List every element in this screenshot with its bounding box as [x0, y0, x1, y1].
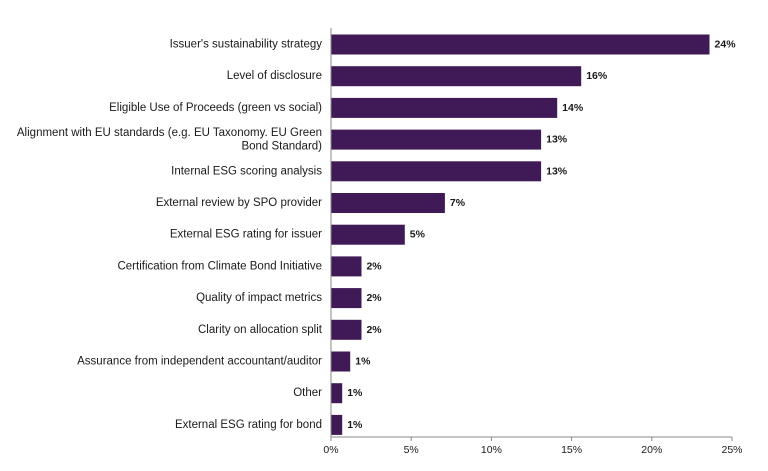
x-tick-label: 20% — [641, 444, 662, 456]
value-label: 14% — [562, 102, 584, 114]
category-label: Other — [293, 387, 322, 399]
category-label: Internal ESG scoring analysis — [171, 165, 322, 177]
value-label: 2% — [366, 292, 382, 304]
category-label: Issuer's sustainability strategy — [170, 39, 323, 51]
x-tick-label: 10% — [481, 444, 502, 456]
bar — [331, 414, 343, 435]
bar — [331, 66, 582, 87]
value-label: 5% — [410, 229, 426, 241]
category-label: Certification from Climate Bond Initiati… — [117, 260, 322, 272]
x-tick-label: 15% — [561, 444, 582, 456]
category-label: Level of disclosure — [227, 70, 322, 82]
bar — [331, 34, 710, 55]
bars-layer: Issuer's sustainability strategy 24% Level… — [17, 34, 737, 435]
value-label: 7% — [450, 197, 466, 209]
category-label: Clarity on allocation split — [198, 324, 323, 336]
category-label: Assurance from independent accountant/au… — [77, 356, 322, 368]
bar — [331, 351, 351, 372]
x-tick-label: 25% — [721, 444, 742, 456]
category-label: Alignment with EU standards (e.g. EU Tax… — [17, 127, 322, 153]
category-label: External review by SPO provider — [156, 197, 322, 209]
value-label: 24% — [715, 39, 737, 51]
category-label-line: Alignment with EU standards (e.g. EU Tax… — [17, 127, 322, 139]
bar — [331, 256, 362, 277]
value-label: 13% — [546, 165, 568, 177]
bar — [331, 129, 542, 150]
value-label: 2% — [366, 260, 382, 272]
bar — [331, 224, 405, 245]
x-tick-label: 5% — [404, 444, 419, 456]
bar — [331, 319, 362, 340]
bar — [331, 97, 558, 118]
value-label: 1% — [347, 387, 363, 399]
value-label: 1% — [347, 419, 363, 431]
category-label: Eligible Use of Proceeds (green vs socia… — [109, 102, 322, 114]
x-tick-label: 0% — [323, 444, 338, 456]
bar — [331, 383, 343, 404]
bar — [331, 161, 542, 182]
value-label: 13% — [546, 134, 568, 146]
bar — [331, 193, 445, 213]
category-label: Quality of impact metrics — [196, 292, 322, 304]
category-label: External ESG rating for issuer — [170, 229, 322, 241]
value-label: 16% — [586, 70, 608, 82]
value-label: 2% — [366, 324, 382, 336]
category-label: External ESG rating for bond — [175, 419, 322, 431]
x-axis: 0% 5% 10% 15% 20% 25% — [323, 28, 743, 456]
category-label-line: Bond Standard) — [241, 140, 322, 152]
value-label: 1% — [355, 356, 371, 368]
bar — [331, 288, 362, 309]
